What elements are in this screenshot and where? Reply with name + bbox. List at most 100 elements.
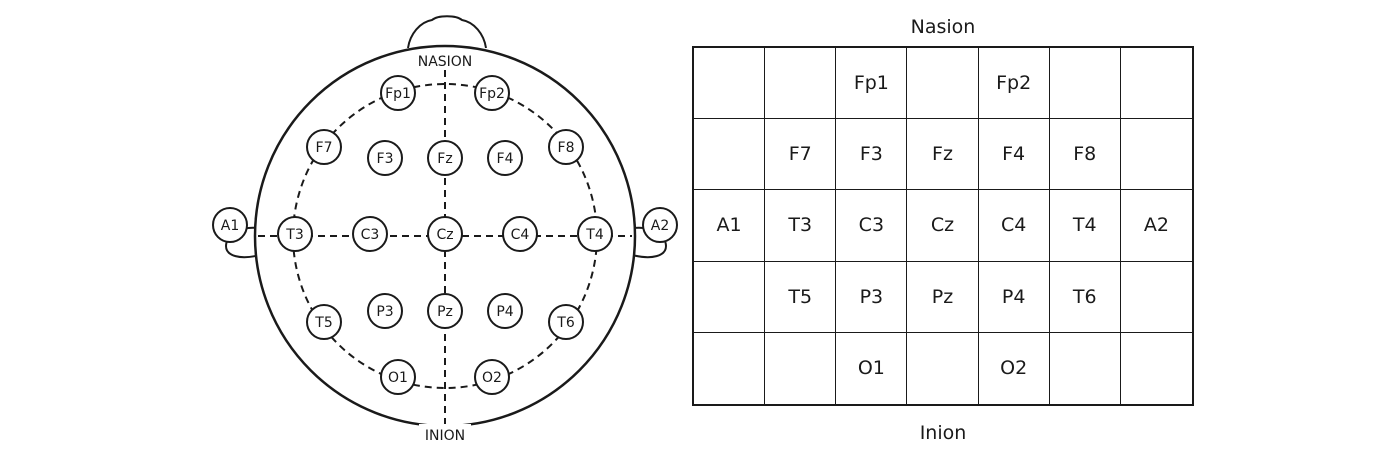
grid-cell-empty <box>907 48 979 120</box>
grid-cell-pz: Pz <box>907 261 979 333</box>
electrode-t4: T4 <box>577 216 613 252</box>
electrode-fp1: Fp1 <box>380 75 416 111</box>
electrode-t6: T6 <box>548 304 584 340</box>
grid-cell-empty <box>694 48 766 120</box>
grid-cell-o2: O2 <box>979 332 1050 404</box>
electrode-f8: F8 <box>548 129 584 165</box>
electrode-cz: Cz <box>427 216 463 252</box>
grid-cell-t5: T5 <box>765 261 837 333</box>
grid-cell-empty <box>694 332 766 404</box>
electrode-label: T5 <box>314 315 332 331</box>
grid-cell-a1: A1 <box>694 190 766 262</box>
grid-cell-f7: F7 <box>765 119 837 191</box>
grid-cell-fp1: Fp1 <box>836 48 908 120</box>
electrode-circle <box>306 304 342 340</box>
electrode-fp2: Fp2 <box>474 75 510 111</box>
electrode-circle <box>577 216 613 252</box>
electrode-label: F4 <box>497 151 514 167</box>
nasion-label: NASION <box>418 54 473 70</box>
grid-cell-cz: Cz <box>907 190 979 262</box>
grid-cell-c4: C4 <box>978 190 1050 262</box>
grid-inion-label: Inion <box>919 422 967 444</box>
electrode-t5: T5 <box>306 304 342 340</box>
electrode-f7: F7 <box>306 129 342 165</box>
electrode-label: A2 <box>651 218 669 234</box>
electrode-c3: C3 <box>352 216 388 252</box>
electrode-grid: Fp1 Fp2 F7 F3 Fz F4 F8 A1 T3 C3 Cz C4 T4 A2 T5 P3 Pz P4 T6… <box>692 46 1194 406</box>
electrode-a2: A2 <box>642 207 678 243</box>
electrode-circle <box>642 207 678 243</box>
grid-nasion-label: Nasion <box>910 16 976 38</box>
grid-cell-empty <box>1050 332 1121 404</box>
electrode-a1: A1 <box>212 207 248 243</box>
electrode-f4: F4 <box>487 140 523 176</box>
grid-cell-empty <box>1120 262 1192 333</box>
electrode-grid-panel: Nasion Fp1 Fp2 F7 F3 Fz F4 F8 A1 T3 C3 Cz C4 T4 A2 T5 P… <box>692 0 1194 460</box>
electrode-label: Fz <box>437 151 452 167</box>
electrode-t3: T3 <box>277 216 313 252</box>
electrode-circle <box>367 140 403 176</box>
grid-cell-empty <box>694 119 766 191</box>
electrode-label: Fp2 <box>479 86 505 102</box>
electrode-o2: O2 <box>474 359 510 395</box>
electrode-label: T6 <box>556 315 575 331</box>
electrode-group: Fp1 Fp2 F7 F3 Fz F4 F8 A1 T3 C3 Cz C4 T4 A2 T5 P3 Pz P4 T6… <box>212 75 678 395</box>
electrode-p3: P3 <box>367 293 403 329</box>
electrode-circle <box>474 359 510 395</box>
electrode-label: T3 <box>285 227 303 243</box>
electrode-circle <box>548 129 584 165</box>
grid-cell-fz: Fz <box>907 119 979 191</box>
electrode-label: O2 <box>482 370 502 386</box>
electrode-label: P3 <box>376 304 393 320</box>
electrode-label: P4 <box>496 304 513 320</box>
head-electrode-diagram: NASION INION Fp1 Fp2 F7 F3 Fz F4 F8 A1 T3 C3 Cz C4 T… <box>212 15 678 444</box>
electrode-circle <box>367 293 403 329</box>
electrode-circle <box>352 216 388 252</box>
electrode-label: O1 <box>388 370 408 386</box>
grid-cell-f3: F3 <box>836 119 908 191</box>
electrode-label: C4 <box>511 227 530 243</box>
grid-cell-empty <box>1121 333 1192 404</box>
electrode-circle <box>380 75 416 111</box>
electrode-circle <box>487 293 523 329</box>
grid-cell-empty <box>1120 119 1192 191</box>
grid-cell-a2: A2 <box>1120 190 1192 262</box>
electrode-o1: O1 <box>380 359 416 395</box>
electrode-label: F3 <box>377 151 394 167</box>
grid-cell-t4: T4 <box>1049 190 1121 262</box>
grid-cell-c3: C3 <box>836 190 908 262</box>
electrode-fz: Fz <box>427 140 463 176</box>
electrode-circle <box>380 359 416 395</box>
grid-cell-empty <box>694 261 766 333</box>
grid-cell-p3: P3 <box>836 261 908 333</box>
electrode-circle <box>487 140 523 176</box>
electrode-p4: P4 <box>487 293 523 329</box>
inion-label: INION <box>425 428 465 444</box>
electrode-label: A1 <box>221 218 239 234</box>
electrode-circle <box>306 129 342 165</box>
grid-cell-fp2: Fp2 <box>978 48 1050 120</box>
electrode-label: F7 <box>316 140 333 156</box>
grid-cell-t3: T3 <box>765 190 837 262</box>
electrode-circle <box>502 216 538 252</box>
electrode-label: F8 <box>558 140 575 156</box>
electrode-circle <box>427 293 463 329</box>
grid-cell-empty <box>907 332 979 404</box>
nose-outline <box>407 15 487 49</box>
electrode-f3: F3 <box>367 140 403 176</box>
grid-cell-p4: P4 <box>978 261 1050 333</box>
grid-cell-empty <box>1049 48 1121 120</box>
electrode-circle <box>212 207 248 243</box>
electrode-label: Pz <box>437 304 453 320</box>
electrode-label: T4 <box>585 227 604 243</box>
electrode-circle <box>427 140 463 176</box>
electrode-circle <box>474 75 510 111</box>
electrode-circle <box>548 304 584 340</box>
electrode-label: C3 <box>361 227 380 243</box>
electrode-label: Fp1 <box>385 86 411 102</box>
grid-cell-f8: F8 <box>1049 119 1121 191</box>
grid-cell-f4: F4 <box>978 119 1050 191</box>
grid-cell-empty <box>765 48 837 120</box>
electrode-circle <box>277 216 313 252</box>
electrode-circle <box>427 216 463 252</box>
